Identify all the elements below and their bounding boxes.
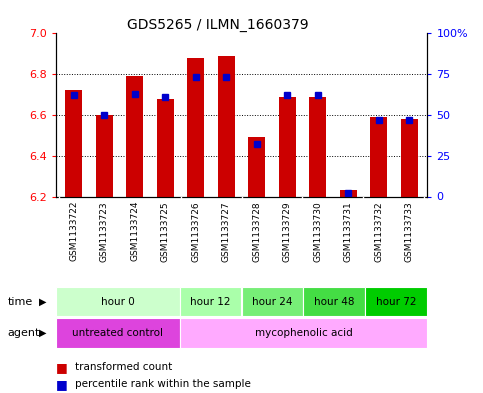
Text: ■: ■	[56, 378, 67, 391]
Text: hour 48: hour 48	[314, 297, 355, 307]
Bar	[370, 117, 387, 196]
Bar	[303, 287, 366, 316]
Text: transformed count: transformed count	[75, 362, 172, 373]
Text: hour 12: hour 12	[190, 297, 231, 307]
Bar	[279, 97, 296, 196]
Bar	[218, 56, 235, 196]
Text: GSM1133725: GSM1133725	[161, 201, 170, 262]
Bar	[56, 287, 180, 316]
Text: hour 24: hour 24	[252, 297, 293, 307]
Text: GSM1133727: GSM1133727	[222, 201, 231, 262]
Text: ▶: ▶	[39, 297, 46, 307]
Text: GSM1133723: GSM1133723	[100, 201, 109, 262]
Text: GSM1133733: GSM1133733	[405, 201, 413, 262]
Bar	[366, 287, 427, 316]
Text: mycophenolic acid: mycophenolic acid	[255, 328, 353, 338]
Bar	[66, 90, 82, 196]
Text: hour 0: hour 0	[100, 297, 134, 307]
Text: GSM1133724: GSM1133724	[130, 201, 139, 261]
Text: hour 72: hour 72	[376, 297, 417, 307]
Text: GSM1133728: GSM1133728	[252, 201, 261, 262]
Bar	[127, 76, 143, 196]
Text: percentile rank within the sample: percentile rank within the sample	[75, 379, 251, 389]
Bar	[340, 190, 356, 196]
Bar	[96, 115, 113, 196]
Bar	[56, 318, 180, 348]
Text: agent: agent	[7, 328, 40, 338]
Text: time: time	[7, 297, 32, 307]
Text: ■: ■	[56, 361, 67, 374]
Text: GSM1133722: GSM1133722	[70, 201, 78, 261]
Text: GSM1133732: GSM1133732	[374, 201, 383, 262]
Bar	[157, 99, 174, 196]
Text: untreated control: untreated control	[72, 328, 163, 338]
Bar	[187, 58, 204, 196]
Text: GSM1133729: GSM1133729	[283, 201, 292, 262]
Text: GSM1133731: GSM1133731	[344, 201, 353, 262]
Text: GSM1133726: GSM1133726	[191, 201, 200, 262]
Bar	[248, 138, 265, 196]
Bar	[180, 318, 427, 348]
Bar	[309, 97, 326, 196]
Text: GSM1133730: GSM1133730	[313, 201, 322, 262]
Text: GDS5265 / ILMN_1660379: GDS5265 / ILMN_1660379	[127, 18, 308, 32]
Bar	[242, 287, 303, 316]
Bar	[401, 119, 417, 196]
Text: ▶: ▶	[39, 328, 46, 338]
Bar	[180, 287, 242, 316]
